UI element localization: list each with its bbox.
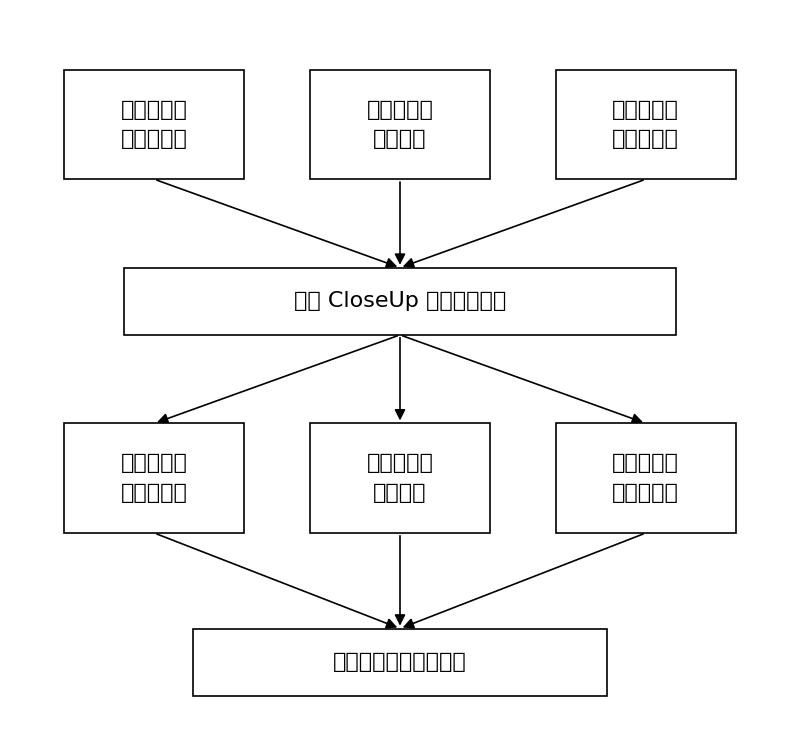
Text: 苹果自身的
共线区域: 苹果自身的 共线区域 (366, 453, 434, 503)
FancyBboxPatch shape (193, 629, 607, 696)
Text: 草莓与苹果
基因的比对: 草莓与苹果 基因的比对 (612, 99, 679, 149)
Text: 苹果基因自
身的比对: 苹果基因自 身的比对 (366, 99, 434, 149)
FancyBboxPatch shape (310, 69, 490, 179)
FancyBboxPatch shape (310, 423, 490, 533)
Text: 运用 CloseUp 找共线性区域: 运用 CloseUp 找共线性区域 (294, 291, 506, 311)
FancyBboxPatch shape (555, 423, 736, 533)
FancyBboxPatch shape (123, 268, 677, 335)
Text: 梅花与苹果
基因的比对: 梅花与苹果 基因的比对 (121, 99, 188, 149)
FancyBboxPatch shape (64, 423, 245, 533)
FancyBboxPatch shape (555, 69, 736, 179)
Text: 梅花与苹果
的共线区域: 梅花与苹果 的共线区域 (121, 453, 188, 503)
Text: 祖先染色体及进化历史: 祖先染色体及进化历史 (333, 652, 467, 672)
Text: 草莓与苹果
的共线区域: 草莓与苹果 的共线区域 (612, 453, 679, 503)
FancyBboxPatch shape (64, 69, 245, 179)
